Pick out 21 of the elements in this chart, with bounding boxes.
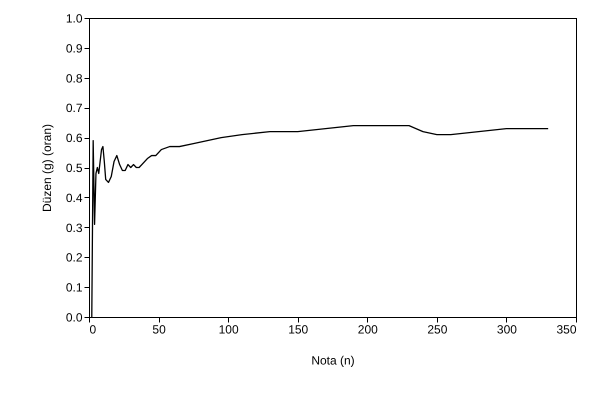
y-axis-title: Düzen (g) (oran) — [40, 124, 54, 212]
y-tick-label: 0.0 — [66, 310, 83, 324]
y-tick-label: 0.1 — [66, 280, 83, 295]
x-tick-label: 300 — [496, 322, 518, 336]
y-tick-label: 1.0 — [66, 12, 83, 26]
x-tick-label: 100 — [218, 322, 239, 336]
y-tick-label: 0.5 — [66, 161, 83, 175]
y-tick-label: 0.4 — [66, 190, 83, 205]
x-tick-label: 200 — [358, 322, 378, 336]
y-tick-label: 0.3 — [66, 220, 83, 235]
x-tick-label: 0 — [90, 322, 96, 336]
x-tick-label: 50 — [152, 322, 166, 336]
y-tick-label: 0.9 — [66, 41, 83, 56]
y-tick-label: 0.7 — [66, 101, 83, 116]
y-tick-label: 0.8 — [66, 71, 83, 86]
x-tick-label: 150 — [288, 322, 309, 336]
x-tick-label: 350 — [556, 322, 577, 336]
x-axis-title: Nota (n) — [311, 354, 355, 368]
y-tick-label: 0.2 — [66, 250, 83, 265]
x-tick-label: 250 — [427, 322, 448, 336]
y-tick-label: 0.6 — [66, 131, 83, 146]
